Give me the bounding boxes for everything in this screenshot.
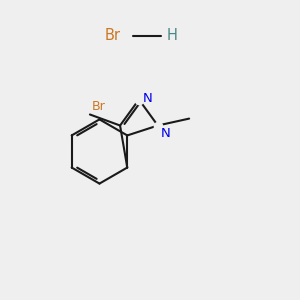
Text: Br: Br — [92, 100, 105, 113]
Text: Br: Br — [104, 28, 120, 43]
Text: N: N — [142, 92, 152, 106]
Text: H: H — [166, 28, 177, 43]
Text: N: N — [161, 127, 170, 140]
